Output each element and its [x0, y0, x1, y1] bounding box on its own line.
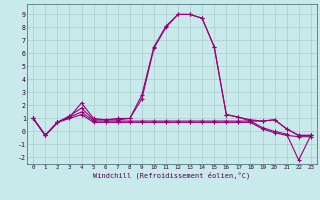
X-axis label: Windchill (Refroidissement éolien,°C): Windchill (Refroidissement éolien,°C) — [93, 172, 251, 179]
